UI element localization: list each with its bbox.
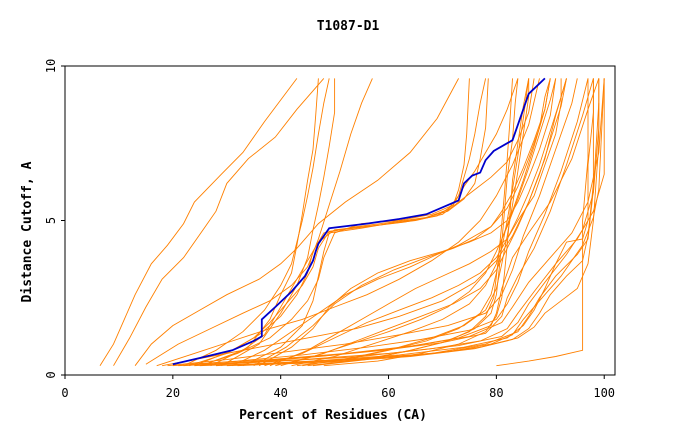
y-tick-label: 5 xyxy=(44,217,58,224)
series-line xyxy=(307,78,513,367)
x-tick-label: 0 xyxy=(61,386,68,400)
chart-title: T1087-D1 xyxy=(317,19,380,34)
series-line xyxy=(232,78,551,367)
series-line xyxy=(237,78,600,367)
x-tick-label: 80 xyxy=(489,386,503,400)
x-tick-label: 60 xyxy=(381,386,395,400)
x-tick-label: 20 xyxy=(166,386,180,400)
series-line xyxy=(226,78,594,367)
series-line xyxy=(323,78,530,367)
series-line xyxy=(302,78,530,367)
series-line xyxy=(99,78,298,366)
series-layer xyxy=(99,78,605,367)
series-line xyxy=(156,78,540,367)
series-line xyxy=(194,78,487,367)
series-line xyxy=(291,78,551,367)
highlight-layer xyxy=(172,77,546,366)
x-tick-label: 100 xyxy=(593,386,615,400)
x-axis: 0 20 40 60 80 100 xyxy=(61,375,615,400)
y-tick-label: 0 xyxy=(44,371,58,378)
series-line xyxy=(113,78,325,366)
series-line xyxy=(188,78,470,367)
series-line xyxy=(134,78,459,366)
series-line xyxy=(296,78,530,367)
y-axis-label: Distance Cutoff, A xyxy=(20,161,35,302)
series-line xyxy=(242,78,489,367)
series-line xyxy=(312,78,519,367)
series-line xyxy=(496,78,589,367)
highlight-series-line xyxy=(172,77,546,366)
series-line xyxy=(264,78,567,367)
series-line xyxy=(145,78,373,365)
series-line xyxy=(280,78,567,367)
series-line xyxy=(183,78,330,367)
series-line xyxy=(253,78,551,367)
series-line xyxy=(210,78,319,367)
y-tick-label: 10 xyxy=(44,59,58,73)
series-line xyxy=(269,78,562,367)
x-axis-label: Percent of Residues (CA) xyxy=(239,408,427,423)
series-line xyxy=(215,78,594,367)
x-tick-label: 40 xyxy=(273,386,287,400)
series-line xyxy=(221,78,336,367)
y-axis: 0 5 10 xyxy=(44,59,65,379)
series-line xyxy=(199,78,519,367)
series-line xyxy=(172,78,589,367)
series-line xyxy=(275,78,557,367)
